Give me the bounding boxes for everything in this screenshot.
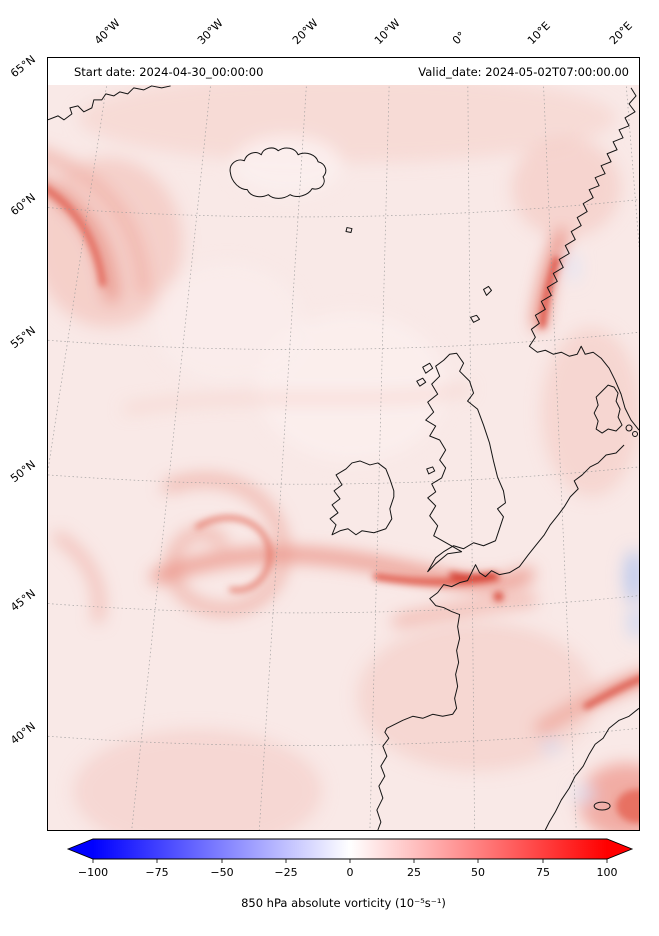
cbar-tick-n100: −100	[77, 866, 109, 879]
top-tick-30w: 30°W	[194, 16, 226, 48]
coastline-shetland	[483, 285, 492, 296]
left-tick-55n: 55°N	[8, 323, 38, 352]
coastline-great-britain	[425, 352, 506, 573]
top-tick-10e: 10°E	[524, 19, 553, 48]
top-tick-0: 0°	[449, 29, 469, 48]
colorbar	[47, 837, 640, 864]
coastline-ireland	[329, 460, 395, 536]
cbar-tick-n50: −50	[210, 866, 234, 879]
coastline-balearic-island	[593, 801, 611, 811]
cbar-tick-n75: −75	[145, 866, 169, 879]
colorbar-title: 850 hPa absolute vorticity (10⁻⁵s⁻¹)	[241, 896, 446, 910]
coastline-orkney	[470, 314, 481, 323]
vorticity-field-filaments	[48, 186, 639, 824]
colorbar-extend-min	[68, 839, 93, 859]
left-tick-65n: 65°N	[8, 52, 38, 81]
cbar-tick-100: 100	[596, 866, 618, 879]
coastline-faroe	[345, 227, 353, 234]
coastline-norway-sweden	[528, 87, 639, 431]
coastline-denmark	[593, 384, 623, 434]
coastline-mediterranean	[544, 707, 639, 830]
map-svg	[48, 58, 639, 830]
coastline-isle-of-man	[426, 466, 436, 475]
left-tick-50n: 50°N	[8, 457, 38, 486]
coastline-continental-europe	[376, 444, 625, 830]
top-tick-10w: 10°W	[371, 16, 403, 48]
start-date-label: Start date: 2024-04-30_00:00:00	[74, 64, 264, 79]
header-band: Start date: 2024-04-30_00:00:00 Valid_da…	[48, 58, 639, 85]
left-tick-60n: 60°N	[8, 190, 38, 219]
cbar-tick-0: 0	[346, 866, 354, 879]
colorbar-tick-labels: −100 −75 −50 −25 0 25 50 75 100	[47, 866, 640, 881]
coastline-danish-island-2	[632, 431, 639, 438]
colorbar-tick-marks	[92, 859, 608, 863]
left-tick-40n: 40°N	[8, 719, 38, 748]
colorbar-gradient	[93, 839, 607, 859]
cbar-tick-25: 25	[407, 866, 421, 879]
top-tick-40w: 40°W	[91, 16, 123, 48]
cbar-tick-50: 50	[471, 866, 485, 879]
top-tick-20w: 20°W	[289, 16, 321, 48]
coastline-danish-island	[625, 424, 633, 432]
colorbar-extend-max	[607, 839, 632, 859]
valid-date-label: Valid_date: 2024-05-02T07:00:00.00	[418, 64, 629, 79]
coastline-greenland	[48, 85, 171, 121]
coastlines	[48, 85, 639, 830]
left-tick-45n: 45°N	[8, 586, 38, 615]
graticule	[48, 58, 639, 830]
coastline-hebrides	[416, 362, 434, 387]
cbar-tick-75: 75	[536, 866, 550, 879]
top-tick-20e: 20°E	[606, 19, 635, 48]
colorbar-svg	[66, 838, 634, 863]
coastline-iceland	[229, 147, 327, 199]
map-plot: Start date: 2024-04-30_00:00:00 Valid_da…	[47, 57, 640, 831]
cbar-tick-n25: −25	[274, 866, 298, 879]
